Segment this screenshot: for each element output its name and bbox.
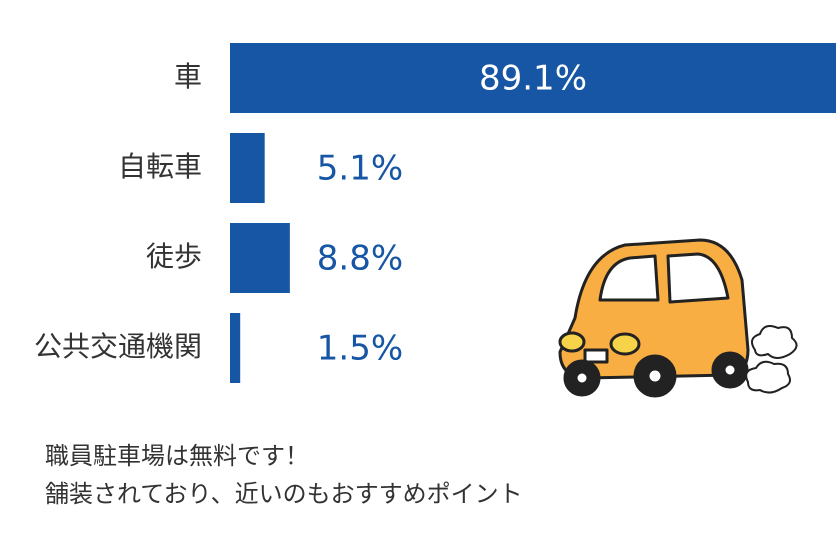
note: 舗装されており、近いのもおすすめポイント bbox=[45, 480, 523, 508]
value-label: 89.1% bbox=[479, 59, 587, 99]
bar bbox=[230, 43, 836, 113]
bar bbox=[230, 133, 265, 203]
value-label: 1.5% bbox=[317, 329, 403, 369]
category-label: 車 bbox=[174, 60, 202, 93]
note: 職員駐車場は無料です！ bbox=[45, 442, 309, 470]
bar bbox=[230, 313, 241, 383]
category-label: 公共交通機関 bbox=[34, 330, 202, 363]
value-label: 8.8% bbox=[317, 239, 403, 279]
value-label: 5.1% bbox=[317, 149, 403, 189]
category-label: 徒歩 bbox=[146, 240, 202, 273]
car-illustration bbox=[558, 238, 798, 398]
category-label: 自転車 bbox=[118, 150, 202, 183]
bar bbox=[230, 223, 290, 293]
